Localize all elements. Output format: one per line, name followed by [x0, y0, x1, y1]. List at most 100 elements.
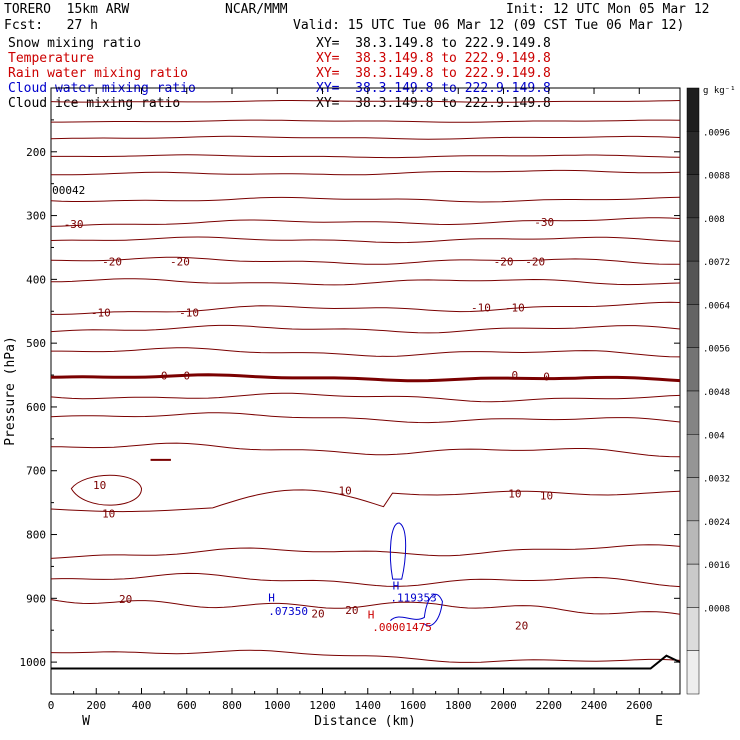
x-axis-label: Distance (km): [314, 714, 416, 729]
isotherm-line-12: [51, 347, 681, 358]
x-tick-label-7: 1400: [355, 699, 382, 712]
annotation-5: H: [368, 608, 375, 621]
y-tick-label-3: 500: [26, 337, 46, 350]
isotherm-label-17: 10: [508, 488, 521, 501]
isotherm-label-6: -10: [91, 307, 111, 320]
colorbar-swatch-10: [686, 520, 700, 565]
isotherm-label-21: 20: [345, 604, 358, 617]
annotation-6: .00001475: [372, 621, 432, 634]
isotherm-line-1: [51, 119, 681, 123]
center-title: NCAR/MMM: [225, 2, 288, 17]
x-tick-label-5: 1000: [264, 699, 291, 712]
colorbar-swatch-12: [686, 607, 700, 651]
x-tick-label-3: 600: [177, 699, 197, 712]
colorbar-swatch-6: [686, 347, 700, 392]
annotation-4: .119353: [390, 592, 436, 605]
west-endpoint-label: W: [82, 714, 90, 729]
isotherm-label-5: -20: [525, 256, 545, 269]
terrain-line: [51, 654, 681, 670]
isotherm-line-10: [51, 301, 681, 315]
x-tick-label-1: 200: [86, 699, 106, 712]
x-tick-label-11: 2200: [536, 699, 563, 712]
isotherm-label-12: 0: [512, 369, 519, 382]
colorbar-swatch-5: [686, 304, 700, 348]
isotherm-label-0: -30: [64, 218, 84, 231]
y-tick-label-7: 900: [26, 592, 46, 605]
colorbar-tick-5: .0056: [703, 345, 730, 355]
isotherm-line-10: [50, 489, 681, 513]
isotherm-line-17: [50, 572, 681, 588]
colorbar-tick-1: .0088: [703, 172, 730, 182]
field-name-rain: Rain water mixing ratio: [8, 66, 189, 81]
valid-time: Valid: 15 UTC Tue 06 Mar 12 (09 CST Tue …: [293, 18, 685, 33]
isotherm-loop: [70, 474, 143, 506]
field-name-temperature: Temperature: [8, 51, 95, 66]
colorbar-swatch-13: [686, 650, 700, 695]
y-axis-label: Pressure (hPa): [3, 336, 18, 446]
isotherm-label-16: 10: [339, 485, 352, 498]
colorbar-swatch-4: [686, 260, 700, 305]
colorbar-swatch-2: [686, 174, 700, 219]
y-tick-label-6: 800: [26, 529, 46, 542]
colorbar: .0096 .0088 .008 .0072 .0064 .0056 .0048 .004 .0…: [686, 87, 730, 695]
colorbar-tick-0: .0096: [703, 128, 730, 138]
colorbar-tick-9: .0024: [703, 518, 730, 528]
colorbar-swatch-11: [686, 563, 700, 608]
init-time: Init: 12 UTC Mon 05 Mar 12: [506, 2, 710, 17]
isotherm-line-9: [50, 278, 681, 286]
field-name-cloud-ice: Cloud ice mixing ratio: [8, 96, 181, 111]
isotherm-line-15: [50, 442, 681, 458]
isotherm-label-1: -30: [534, 216, 554, 229]
isotherm-lines: [50, 100, 681, 663]
isotherm-line-7: [50, 236, 681, 244]
colorbar-tick-7: .004: [703, 431, 725, 441]
colorbar-tick-4: .0064: [703, 301, 730, 311]
field-name-cloud-water: Cloud water mixing ratio: [8, 81, 196, 96]
isotherm-line-13: [50, 392, 681, 403]
isotherm-label-3: -20: [170, 256, 190, 269]
annotation-2: .07350: [268, 605, 308, 618]
field-xy-rain: XY= 38.3.149.8 to 222.9.149.8: [316, 66, 551, 81]
isotherm-line-0: [50, 100, 681, 103]
isotherm-label-19: 20: [119, 593, 132, 606]
isotherm-line-11: [50, 324, 681, 334]
colorbar-swatch-9: [686, 477, 700, 522]
colorbar-swatch-7: [686, 390, 700, 435]
annotation-0: 00042: [52, 184, 85, 197]
y-tick-label-4: 600: [26, 401, 46, 414]
terrain-surface: [51, 654, 681, 670]
x-tick-label-6: 1200: [309, 699, 336, 712]
y-tick-label-5: 700: [26, 465, 46, 478]
forecast-hour: Fcst: 27 h: [4, 18, 98, 33]
isotherm-line-6: [50, 217, 681, 227]
x-tick-label-2: 400: [132, 699, 152, 712]
isotherm-label-2: -20: [102, 256, 122, 269]
cloud-water-contour-1: [389, 522, 407, 580]
y-tick-label-0: 200: [26, 146, 46, 159]
colorbar-swatch-3: [686, 217, 700, 262]
isotherm-label-18: 10: [540, 490, 553, 503]
colorbar-tick-2: .008: [703, 215, 725, 225]
x-tick-label-8: 1600: [400, 699, 427, 712]
field-xy-snow: XY= 38.3.149.8 to 222.9.149.8: [316, 36, 551, 51]
colorbar-tick-10: .0016: [703, 561, 730, 571]
isotherm-label-13: 0: [543, 370, 550, 383]
isotherm-label-20: 20: [311, 608, 324, 621]
colorbar-tick-3: .0072: [703, 258, 730, 268]
x-tick-label-10: 2000: [490, 699, 517, 712]
colorbar-swatch-1: [686, 131, 700, 175]
x-tick-label-0: 0: [48, 699, 55, 712]
model-title: TORERO 15km ARW: [4, 2, 130, 17]
x-tick-label-12: 2400: [581, 699, 608, 712]
field-xy-cloud-ice: XY= 38.3.149.8 to 222.9.149.8: [316, 96, 551, 111]
isotherm-line-zero: [50, 373, 681, 383]
isotherm-label-14: 10: [93, 479, 106, 492]
x-tick-label-9: 1800: [445, 699, 472, 712]
isotherm-label-8: -10: [471, 301, 491, 314]
isotherm-line-18: [50, 649, 681, 663]
colorbar-tick-11: .0008: [703, 604, 730, 614]
isotherm-label-4: -20: [494, 256, 514, 269]
isotherm-line-4: [51, 169, 681, 176]
field-xy-temperature: XY= 38.3.149.8 to 222.9.149.8: [316, 51, 551, 66]
